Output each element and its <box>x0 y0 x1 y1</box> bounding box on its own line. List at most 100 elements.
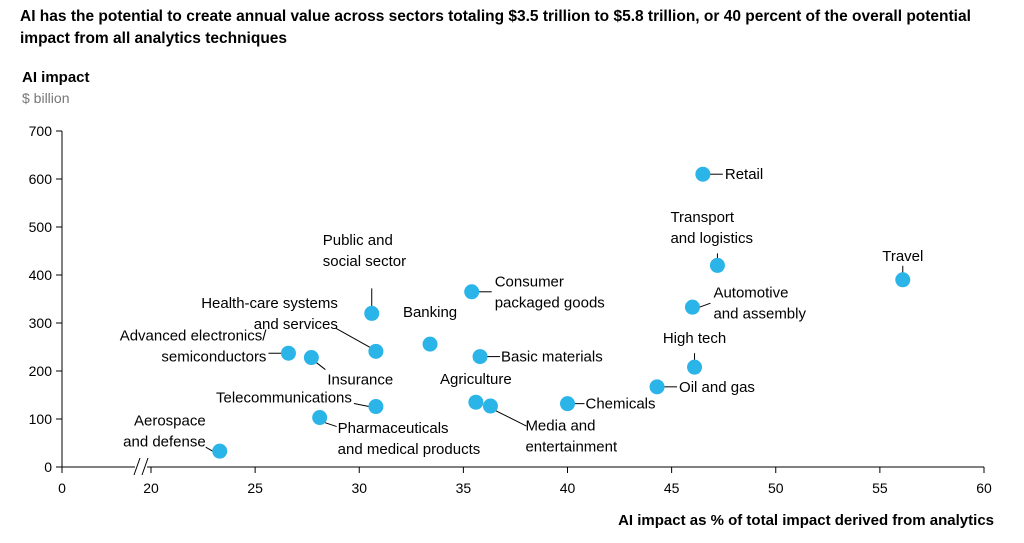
data-point <box>464 284 480 300</box>
leader-line <box>316 362 326 370</box>
point-label: Transport and logistics <box>670 209 753 247</box>
point-label-line: Transport <box>670 209 734 226</box>
x-tick-label: 0 <box>58 480 66 496</box>
y-tick-label: 100 <box>29 411 53 427</box>
axis-break-mark <box>133 457 141 476</box>
data-point <box>895 272 911 288</box>
point-label-line: Aerospace <box>134 413 206 430</box>
point-label: Advanced electronics/semiconductors <box>120 328 268 366</box>
point-label-line: Chemicals <box>586 396 656 413</box>
point-label-line: Consumer <box>495 273 564 290</box>
data-point <box>368 399 384 415</box>
point-label: Oil and gas <box>679 379 755 396</box>
chart-axes <box>56 130 985 476</box>
point-label-line: Media and <box>525 418 595 435</box>
data-point <box>649 379 665 395</box>
point-label: Agriculture <box>440 371 512 388</box>
leader-lines <box>205 173 904 452</box>
leader-line <box>699 302 711 308</box>
data-point <box>684 299 700 315</box>
data-point <box>368 343 384 359</box>
point-label: Automotive and assembly <box>713 285 806 323</box>
point-labels: Retail Transport and logistics Travel Automo… <box>120 166 924 458</box>
point-label: Banking <box>403 304 457 321</box>
point-label-line: and defense <box>123 434 206 451</box>
y-tick-label: 700 <box>29 123 53 139</box>
y-tick-label: 200 <box>29 363 53 379</box>
point-label-line: Telecommunications <box>216 390 352 407</box>
y-tick-label: 300 <box>29 315 53 331</box>
point-label: Health-care systems and services <box>201 295 338 333</box>
point-label: Pharmaceuticals and medical products <box>338 420 481 458</box>
point-label-line: entertainment <box>525 439 618 456</box>
point-label-line: and medical products <box>338 441 481 458</box>
point-label-line: Automotive <box>713 285 788 302</box>
data-point <box>695 166 711 182</box>
point-label-line: Health-care systems <box>201 295 338 312</box>
data-point <box>687 359 703 375</box>
point-label: Retail <box>725 166 763 183</box>
axis-break-gap <box>135 463 147 471</box>
point-label-line: Pharmaceuticals <box>338 420 449 437</box>
data-point <box>280 345 296 361</box>
point-label-line: and assembly <box>713 306 806 323</box>
point-label-line: and services <box>254 316 338 333</box>
point-label-line: Oil and gas <box>679 379 755 396</box>
point-label-line: Travel <box>882 248 923 265</box>
point-label-line: and logistics <box>670 230 753 247</box>
data-point <box>482 398 498 414</box>
tick-labels: 0 100 200 300 400 500 600 700 0 20 25 30 35 40 45 50 55 6… <box>29 123 992 496</box>
point-label: Telecommunications <box>216 390 352 407</box>
point-label: Chemicals <box>586 396 656 413</box>
point-label-line: Retail <box>725 166 763 183</box>
point-label: Public and social sector <box>323 232 406 270</box>
data-point <box>709 257 725 273</box>
data-point <box>364 305 380 321</box>
leader-line <box>494 409 527 427</box>
data-points <box>212 166 911 459</box>
point-label-line: Agriculture <box>440 371 512 388</box>
x-tick-label: 60 <box>976 480 992 496</box>
y-axis-title: AI impact <box>22 69 90 86</box>
data-point <box>472 349 488 365</box>
point-label-line: packaged goods <box>495 294 605 311</box>
y-tick-label: 0 <box>44 459 52 475</box>
leader-line <box>335 327 371 348</box>
leader-line <box>324 422 337 428</box>
x-axis-title: AI impact as % of total impact derived f… <box>618 512 994 529</box>
point-label: Basic materials <box>501 349 603 366</box>
point-label-line: Insurance <box>327 372 393 389</box>
y-tick-label: 600 <box>29 171 53 187</box>
point-label-line: semiconductors <box>161 349 266 366</box>
point-label-line: social sector <box>323 253 406 270</box>
point-label: Insurance <box>327 372 393 389</box>
point-label-line: Basic materials <box>501 349 603 366</box>
x-tick-label: 30 <box>351 480 367 496</box>
point-label: Aerospace and defense <box>123 413 206 451</box>
x-tick-label: 50 <box>768 480 784 496</box>
point-label-line: Banking <box>403 304 457 321</box>
x-tick-label: 25 <box>247 480 263 496</box>
y-axis-unit: $ billion <box>22 90 70 106</box>
data-point <box>468 394 484 410</box>
point-label-line: Advanced electronics/ <box>120 328 268 345</box>
y-tick-label: 400 <box>29 267 53 283</box>
point-label-line: Public and <box>323 232 393 249</box>
x-tick-label: 35 <box>456 480 472 496</box>
x-tick-label: 40 <box>560 480 576 496</box>
axis-break-mark <box>141 457 149 476</box>
data-point <box>212 443 228 459</box>
data-point <box>422 336 438 352</box>
y-tick-label: 500 <box>29 219 53 235</box>
data-point <box>312 410 328 426</box>
data-point <box>560 396 575 412</box>
point-label: Travel <box>882 248 923 265</box>
point-label: Media and entertainment <box>525 418 618 456</box>
point-label-line: High tech <box>663 330 726 347</box>
x-tick-label: 20 <box>143 480 159 496</box>
point-label: High tech <box>663 330 726 347</box>
chart-title: AI has the potential to create annual va… <box>20 8 971 47</box>
x-tick-label: 45 <box>664 480 680 496</box>
x-tick-label: 55 <box>872 480 888 496</box>
